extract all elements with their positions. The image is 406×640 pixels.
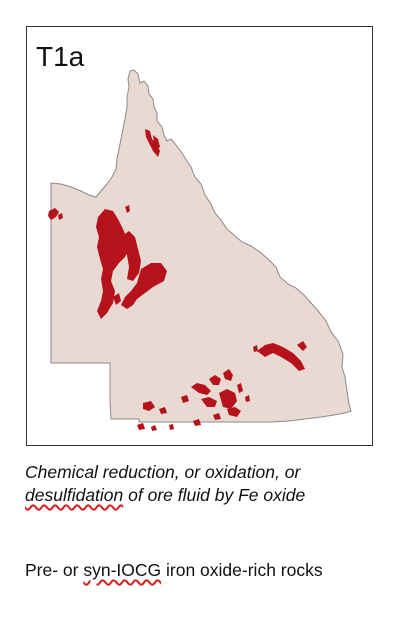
caption-1-text-a: Chemical reduction, or oxidation, or — [25, 462, 301, 482]
caption-fe-oxide: Chemical reduction, or oxidation, or des… — [25, 461, 385, 507]
iron-oxide-patches — [48, 129, 307, 431]
caption-2-word-syn-iocg: syn-IOCG — [83, 560, 162, 580]
landmass — [50, 69, 352, 423]
caption-1-text-b: of ore fluid by Fe oxide — [123, 485, 306, 505]
map-label: T1a — [36, 41, 85, 72]
queensland-map — [48, 69, 352, 431]
caption-iocg-rocks: Pre- or syn-IOCG iron oxide-rich rocks — [25, 559, 395, 582]
map-frame: T1a — [26, 26, 373, 446]
caption-2-text-a: Pre- or — [25, 560, 84, 580]
caption-2-text-b: iron oxide-rich rocks — [161, 560, 323, 580]
caption-1-word-desulfidation: desulfidation — [25, 485, 124, 505]
